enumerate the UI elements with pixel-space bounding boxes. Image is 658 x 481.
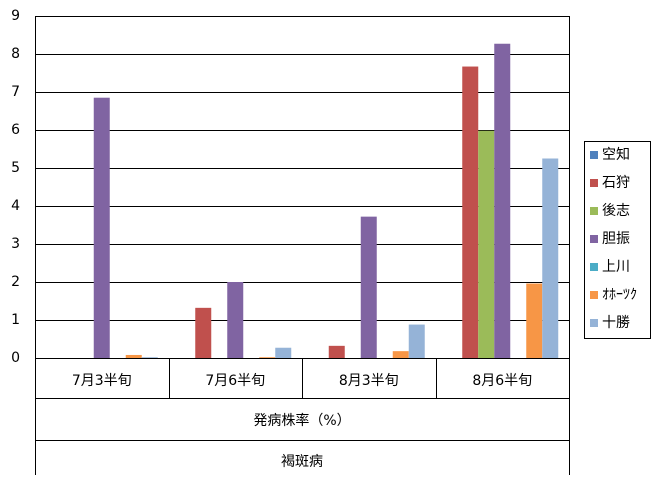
legend-label: 空知 — [602, 146, 630, 163]
x-axis-label-2: 褐斑病 — [281, 454, 323, 470]
bar — [360, 216, 377, 358]
bar — [93, 97, 110, 358]
x-tick-label: 8月3半旬 — [339, 373, 399, 389]
bar — [195, 307, 212, 358]
legend-label: 十勝 — [602, 315, 630, 331]
y-tick-label: 8 — [11, 46, 20, 62]
x-tick-label: 8月6半旬 — [472, 373, 532, 389]
legend-swatch — [590, 291, 598, 299]
legend-label: 上川 — [602, 259, 630, 275]
bar — [328, 345, 345, 358]
bar — [275, 347, 292, 358]
y-tick-label: 3 — [11, 236, 20, 252]
y-tick-label: 7 — [11, 84, 20, 100]
y-tick-label: 0 — [11, 350, 20, 366]
bar — [227, 282, 244, 358]
bar — [462, 66, 479, 358]
y-tick-label: 4 — [11, 198, 20, 214]
x-tick-label: 7月6半旬 — [205, 373, 265, 389]
bar — [494, 43, 511, 359]
legend-swatch — [590, 151, 598, 159]
y-tick-label: 9 — [11, 8, 20, 24]
legend-label: 石狩 — [602, 175, 630, 191]
x-axis-label: 発病株率（%） — [253, 412, 350, 429]
bar — [478, 130, 495, 358]
legend-label: ｵﾎｰﾂｸ — [602, 287, 637, 303]
legend-label: 後志 — [602, 203, 630, 219]
bar — [408, 324, 425, 358]
bar — [542, 158, 559, 358]
legend-swatch — [590, 319, 598, 327]
bar — [125, 354, 142, 358]
x-tick-label: 7月3半旬 — [72, 373, 132, 389]
legend-swatch — [590, 179, 598, 187]
bar — [392, 351, 409, 358]
y-tick-label: 6 — [11, 122, 20, 138]
legend-swatch — [590, 235, 598, 243]
y-tick-label: 5 — [11, 160, 20, 176]
legend-label: 胆振 — [602, 231, 630, 247]
bar — [526, 283, 543, 358]
y-tick-label: 2 — [11, 274, 20, 290]
bar — [141, 357, 158, 358]
bar — [259, 357, 276, 358]
y-tick-label: 1 — [11, 312, 20, 328]
legend-swatch — [590, 263, 598, 271]
legend-swatch — [590, 207, 598, 215]
